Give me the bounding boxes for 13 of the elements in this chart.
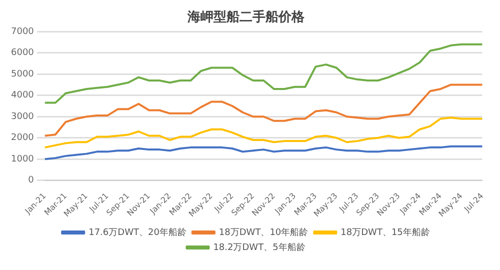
y-tick-label: 3000	[11, 112, 34, 122]
y-tick-label: 1000	[11, 154, 34, 164]
y-tick-label: 5000	[11, 69, 34, 80]
legend-label: 18.2万DWT、5年船龄	[213, 242, 306, 253]
legend-label: 18万DWT、10年船龄	[218, 226, 308, 238]
y-tick-label: 6000	[11, 48, 34, 58]
legend-label: 18万DWT、15年船龄	[340, 226, 430, 238]
legend-label: 17.6万DWT、20年船龄	[88, 226, 186, 238]
y-tick-label: 4000	[11, 90, 34, 101]
chart-title: 海岬型船二手船价格	[186, 9, 306, 26]
y-tick-label: 7000	[11, 26, 34, 37]
y-tick-label: 2000	[11, 133, 34, 144]
y-tick-label: 0	[28, 176, 34, 186]
